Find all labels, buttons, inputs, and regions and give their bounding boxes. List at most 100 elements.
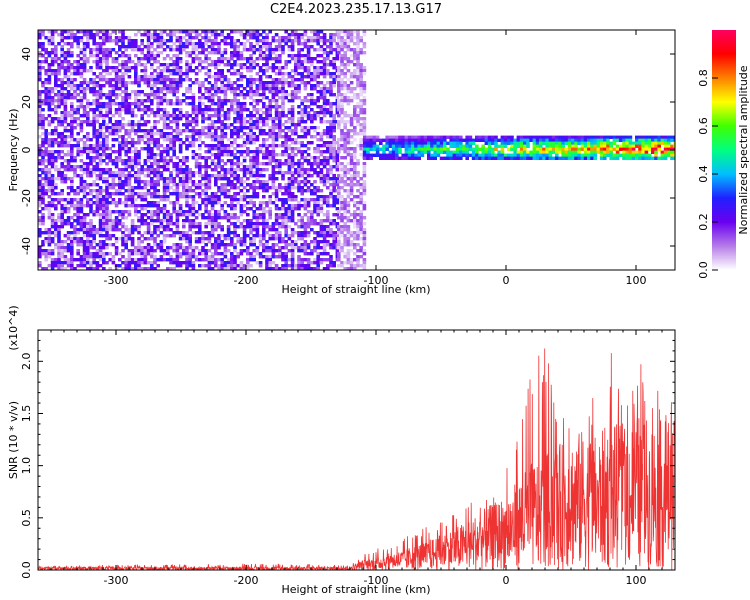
- heatmap-cell: [220, 54, 224, 58]
- heatmap-cell: [214, 219, 218, 223]
- heatmap-cell: [204, 135, 208, 139]
- heatmap-cell: [198, 162, 202, 166]
- heatmap-cell: [111, 129, 116, 133]
- heatmap-cell: [172, 66, 176, 70]
- heatmap-cell: [271, 180, 276, 184]
- heatmap-cell: [137, 249, 141, 253]
- heatmap-cell: [79, 48, 84, 52]
- heatmap-cell: [175, 189, 180, 193]
- heatmap-cell: [322, 33, 327, 37]
- heatmap-cell: [44, 171, 48, 175]
- heatmap-cell: [290, 141, 295, 145]
- heatmap-cell: [201, 258, 205, 262]
- heatmap-cell: [290, 123, 295, 127]
- heatmap-cell: [274, 90, 279, 94]
- heatmap-cell: [188, 171, 192, 175]
- heatmap-cell: [86, 237, 90, 241]
- heatmap-cell: [322, 183, 327, 187]
- heatmap-cell: [249, 84, 253, 88]
- heatmap-cell: [252, 66, 256, 70]
- heatmap-cell: [217, 63, 221, 67]
- heatmap-cell: [70, 114, 74, 118]
- heatmap-cell: [146, 138, 151, 142]
- heatmap-cell: [265, 225, 269, 229]
- heatmap-cell: [86, 81, 90, 85]
- heatmap-cell: [278, 69, 282, 73]
- heatmap-cell: [274, 33, 279, 37]
- heatmap-cell: [70, 186, 74, 190]
- heatmap-cell: [38, 75, 42, 79]
- heatmap-cell: [153, 33, 157, 37]
- heatmap-cell: [102, 222, 106, 226]
- heatmap-cell: [108, 219, 112, 223]
- heatmap-cell: [297, 231, 301, 235]
- heatmap-cell: [73, 36, 77, 40]
- heatmap-cell: [204, 96, 208, 100]
- heatmap-cell: [166, 195, 170, 199]
- heatmap-cell: [255, 219, 260, 223]
- heatmap-cell: [162, 198, 167, 202]
- heatmap-cell: [153, 111, 157, 115]
- heatmap-cell: [271, 159, 276, 163]
- heatmap-cell: [134, 78, 138, 82]
- heatmap-cell: [185, 54, 189, 58]
- heatmap-cell: [268, 207, 272, 211]
- heatmap-cell: [175, 219, 180, 223]
- heatmap-cell: [57, 237, 61, 241]
- heatmap-cell: [95, 138, 100, 142]
- heatmap-cell: [287, 237, 292, 241]
- heatmap-cell: [95, 81, 100, 85]
- heatmap-cell: [274, 102, 279, 106]
- heatmap-cell: [156, 195, 160, 199]
- heatmap-cell: [303, 111, 308, 115]
- heatmap-cell: [140, 147, 144, 151]
- heatmap-cell: [281, 258, 285, 262]
- heatmap-cell: [332, 222, 336, 226]
- heatmap-cell: [134, 123, 138, 127]
- heatmap-cell: [50, 156, 55, 160]
- heatmap-cell: [79, 264, 84, 268]
- heatmap-cell: [226, 267, 231, 270]
- heatmap-cell: [127, 252, 132, 256]
- heatmap-cell: [303, 225, 308, 229]
- heatmap-cell: [38, 147, 42, 151]
- heatmap-cell: [70, 147, 74, 151]
- heatmap-cell: [156, 75, 160, 79]
- heatmap-cell: [246, 246, 250, 250]
- heatmap-cell: [159, 30, 164, 34]
- heatmap-cell: [303, 171, 308, 175]
- heatmap-cell: [137, 246, 141, 250]
- heatmap-cell: [60, 144, 64, 148]
- heatmap-cell: [255, 216, 260, 220]
- heatmap-cell: [102, 153, 106, 157]
- heatmap-cell: [54, 219, 58, 223]
- heatmap-cell: [217, 246, 221, 250]
- heatmap-cell: [239, 210, 244, 214]
- heatmap-cell: [166, 186, 170, 190]
- heatmap-cell: [214, 87, 218, 91]
- heatmap-cell: [54, 141, 58, 145]
- heatmap-cell: [150, 63, 154, 67]
- heatmap-cell: [105, 105, 109, 109]
- heatmap-cell: [114, 84, 119, 88]
- heatmap-cell: [182, 177, 186, 181]
- heatmap-cell: [340, 249, 344, 253]
- heatmap-cell: [134, 153, 138, 157]
- heatmap-cell: [130, 195, 135, 199]
- heatmap-cell: [185, 78, 189, 82]
- heatmap-cell: [230, 222, 234, 226]
- heatmap-cell: [319, 180, 324, 184]
- heatmap-cell: [121, 30, 125, 34]
- heatmap-cell: [73, 90, 77, 94]
- heatmap-cell: [114, 165, 119, 169]
- heatmap-cell: [98, 141, 103, 145]
- heatmap-cell: [86, 171, 90, 175]
- heatmap-cell: [335, 96, 340, 100]
- heatmap-cell: [140, 69, 144, 73]
- heatmap-cell: [322, 180, 327, 184]
- heatmap-cell: [337, 39, 341, 43]
- heatmap-cell: [143, 213, 148, 217]
- heatmap-cell: [182, 195, 186, 199]
- heatmap-cell: [175, 123, 180, 127]
- heatmap-cell: [182, 192, 186, 196]
